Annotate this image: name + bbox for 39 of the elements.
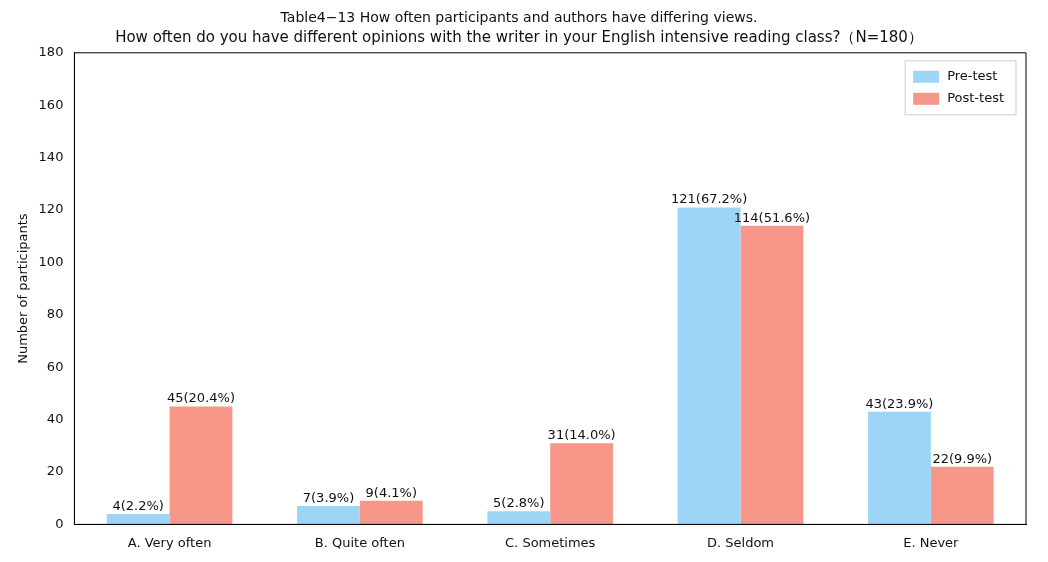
data-label: 7(3.9%)	[302, 489, 355, 505]
data-label: 121(67.2%)	[670, 191, 748, 207]
bar	[930, 466, 994, 525]
y-tick-label: 100	[38, 253, 64, 269]
bar	[106, 513, 170, 525]
x-tick-label: C. Sometimes	[505, 534, 596, 550]
data-label: 22(9.9%)	[932, 450, 993, 466]
x-tick-label: D. Seldom	[707, 534, 775, 550]
y-tick-label: 160	[38, 96, 64, 112]
x-tick-label: E. Never	[903, 534, 960, 550]
y-tick-label: 40	[46, 410, 64, 426]
bar	[297, 506, 360, 525]
y-tick-label: 120	[38, 201, 64, 217]
y-axis-title: Number of participants	[15, 213, 31, 364]
data-label: 31(14.0%)	[547, 427, 616, 443]
chart-subtitle: How often do you have different opinions with the writer in your English intensive reading class?（N=180）	[115, 27, 923, 46]
y-tick-label: 140	[38, 148, 64, 164]
x-tick-label: A. Very often	[127, 534, 212, 550]
y-tick-label: 180	[38, 44, 64, 60]
data-label: 43(23.9%)	[865, 395, 934, 411]
chart-title: Table4−13 How often participants and authors have differing views.	[279, 9, 758, 26]
x-tick-label: B. Quite often	[314, 534, 405, 550]
bar	[740, 225, 804, 525]
legend-label: Pre-test	[947, 68, 998, 84]
data-label: 9(4.1%)	[365, 484, 418, 500]
data-label: 114(51.6%)	[733, 209, 811, 225]
data-label: 4(2.2%)	[112, 497, 164, 513]
y-tick-label: 80	[46, 306, 64, 322]
bar	[359, 500, 423, 525]
legend-label: Post-test	[947, 90, 1004, 106]
bar	[487, 511, 551, 525]
data-label: 45(20.4%)	[166, 390, 235, 406]
y-tick-label: 20	[46, 463, 64, 479]
bar	[550, 443, 614, 525]
bar	[868, 411, 931, 525]
data-label: 5(2.8%)	[493, 495, 545, 511]
y-tick-label: 60	[46, 358, 64, 374]
y-tick-label: 0	[55, 515, 64, 531]
bar	[169, 406, 233, 525]
